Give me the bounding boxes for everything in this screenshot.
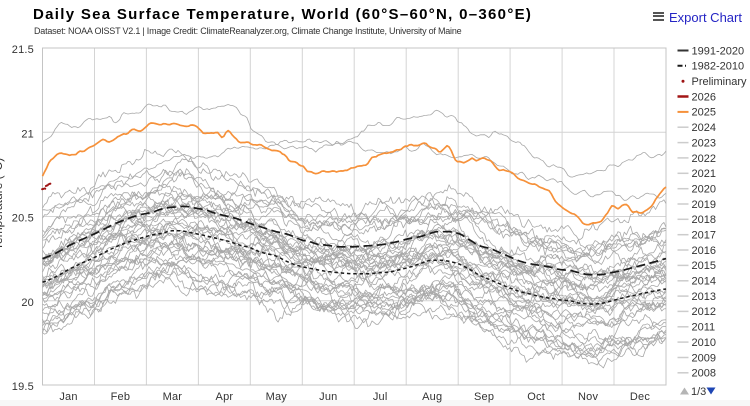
svg-text:19.5: 19.5: [12, 381, 34, 393]
svg-text:Oct: Oct: [527, 391, 545, 403]
svg-text:Temperature (°C): Temperature (°C): [0, 158, 5, 250]
svg-text:1982-2010: 1982-2010: [692, 61, 745, 73]
svg-text:2012: 2012: [692, 306, 716, 318]
svg-text:Jan: Jan: [59, 391, 77, 403]
svg-text:Jun: Jun: [319, 391, 337, 403]
svg-text:1/3: 1/3: [691, 386, 706, 398]
svg-text:Mar: Mar: [163, 391, 183, 403]
svg-text:Aug: Aug: [422, 391, 442, 403]
svg-text:2018: 2018: [692, 214, 716, 226]
svg-text:1991-2020: 1991-2020: [692, 45, 745, 57]
svg-text:2014: 2014: [692, 276, 716, 288]
svg-text:2023: 2023: [692, 137, 716, 149]
svg-text:2024: 2024: [692, 122, 716, 134]
svg-text:2013: 2013: [692, 291, 716, 303]
svg-text:2019: 2019: [692, 199, 716, 211]
svg-text:2011: 2011: [692, 322, 716, 334]
svg-text:2008: 2008: [692, 368, 716, 380]
svg-text:Preliminary: Preliminary: [692, 76, 748, 88]
svg-text:20.5: 20.5: [12, 213, 34, 225]
svg-text:Apr: Apr: [216, 391, 234, 403]
svg-text:2025: 2025: [692, 107, 716, 119]
svg-text:21: 21: [21, 128, 34, 140]
svg-text:Jul: Jul: [373, 391, 388, 403]
svg-text:May: May: [266, 391, 288, 403]
svg-text:20: 20: [21, 297, 34, 309]
svg-text:2017: 2017: [692, 230, 716, 242]
svg-text:Nov: Nov: [578, 391, 598, 403]
svg-text:Dec: Dec: [630, 391, 650, 403]
svg-text:2022: 2022: [692, 153, 716, 165]
svg-text:2021: 2021: [692, 168, 716, 180]
svg-text:Feb: Feb: [111, 391, 131, 403]
svg-text:2020: 2020: [692, 184, 716, 196]
svg-text:2010: 2010: [692, 337, 716, 349]
svg-text:2015: 2015: [692, 260, 716, 272]
svg-text:Sep: Sep: [474, 391, 494, 403]
svg-text:2016: 2016: [692, 245, 716, 257]
svg-text:2026: 2026: [692, 91, 716, 103]
svg-text:2009: 2009: [692, 352, 716, 364]
svg-text:21.5: 21.5: [12, 44, 34, 56]
